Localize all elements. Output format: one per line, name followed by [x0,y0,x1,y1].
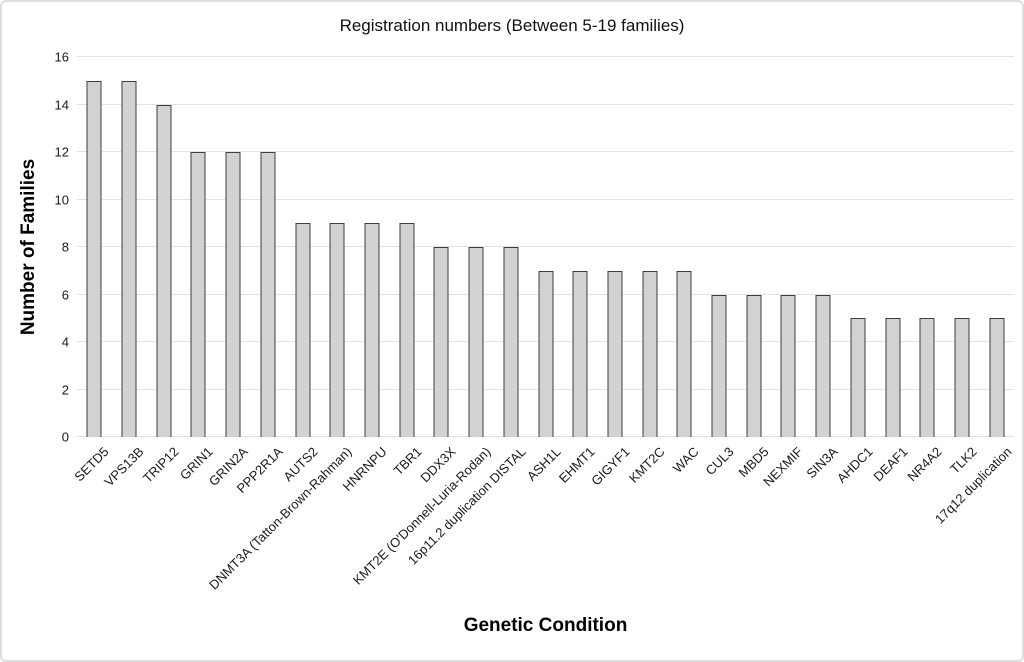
bar [329,223,345,437]
bar [954,318,970,437]
gridline [77,151,1014,152]
x-category-label: WAC [670,444,702,476]
bar [156,104,172,437]
y-tick-label: 8 [61,239,69,255]
y-tick-label: 10 [54,192,69,207]
gridline [77,103,1014,105]
bar [572,270,588,437]
x-category-label: DEAF1 [869,444,911,485]
y-tick-label: 12 [54,144,69,160]
bar [676,270,692,437]
bar [433,247,449,437]
y-tick-label: 0 [61,429,69,445]
bar [850,318,866,437]
bar [86,80,102,437]
bar [919,318,935,437]
x-category-label: NR4A2 [904,444,945,485]
gridline [77,246,1014,247]
x-category-label: GIGYF1 [588,444,633,489]
y-tick-label: 6 [61,287,69,302]
bar [989,318,1005,437]
bar [780,294,796,437]
x-axis-category-labels: SETD5 VPS13B TRIP12 GRIN1 GRIN2A PPP2R1A AUTS2… [72,444,1015,609]
bar [503,247,519,437]
bar [746,294,762,437]
bar [295,223,311,437]
bar [260,152,276,437]
bar [225,152,241,437]
bar [607,270,623,437]
bar [711,294,727,437]
bar [468,247,484,437]
y-axis-tick-labels: 0 2 4 6 8 10 12 14 16 [2,51,69,444]
x-category-label: AHDC1 [833,444,876,486]
gridline [77,198,1014,200]
bar [190,152,206,437]
gridline [77,56,1014,57]
y-tick-label: 2 [61,382,69,397]
bar [364,223,380,437]
y-tick-label: 16 [54,49,69,65]
bar [538,270,553,437]
bar [121,80,137,437]
y-tick-label: 4 [61,334,69,350]
x-category-label: KMT2C [625,444,668,486]
x-axis-title: Genetic Condition [463,615,628,636]
bar [399,223,415,437]
bar [815,294,831,437]
chart-title: Registration numbers (Between 5-19 famil… [339,16,685,35]
bar [885,318,901,437]
y-tick-label: 14 [54,97,69,112]
x-category-label: TRIP12 [139,444,182,486]
x-category-label: CUL3 [702,444,737,479]
x-category-label: ASH1L [523,444,564,484]
plot-area [77,56,1014,437]
bar [642,270,658,437]
